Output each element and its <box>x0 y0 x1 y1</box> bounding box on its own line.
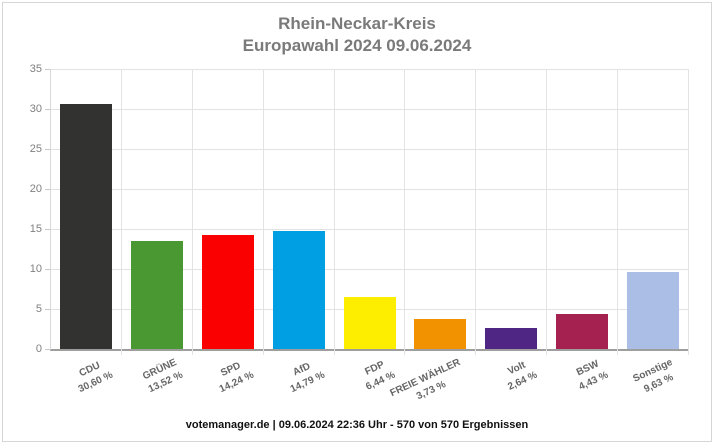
gridline-horizontal <box>51 148 688 150</box>
chart-title: Rhein-Neckar-Kreis <box>278 14 436 33</box>
x-category-label: GRÜNE 13,52 % <box>141 356 186 396</box>
y-axis-tick <box>45 309 50 310</box>
gridline-horizontal <box>51 188 688 190</box>
y-axis-tick <box>45 269 50 270</box>
x-category-label: Volt 2,64 % <box>500 356 540 394</box>
gridline-vertical <box>121 69 123 355</box>
y-tick-label: 20 <box>29 183 42 195</box>
x-category-label: Sonstige 9,63 % <box>631 356 681 398</box>
bar-sonstige <box>626 271 679 349</box>
bar-fdp <box>343 297 396 349</box>
y-tick-label: 30 <box>29 103 42 115</box>
y-tick-label: 35 <box>29 63 42 75</box>
gridline-vertical <box>545 69 547 355</box>
footer-caption: votemanager.de | 09.06.2024 22:36 Uhr - … <box>185 419 529 431</box>
gridline-vertical <box>616 69 618 355</box>
gridline-vertical <box>404 69 406 355</box>
bar-freie-w-hler <box>414 319 467 349</box>
chart-subtitle: Europawahl 2024 09.06.2024 <box>242 36 472 56</box>
gridline-vertical <box>333 69 335 355</box>
chart-header: Rhein-Neckar-Kreis Europawahl 2024 09.06… <box>0 13 714 58</box>
y-axis-tick <box>45 109 50 110</box>
gridline-horizontal <box>51 68 688 70</box>
plot-area <box>50 68 689 355</box>
gridline-vertical <box>687 69 689 355</box>
y-tick-label: 0 <box>35 343 42 355</box>
gridline-horizontal <box>51 228 688 230</box>
bar-bsw <box>555 313 608 349</box>
bar-afd <box>272 230 325 349</box>
y-axis-tick <box>45 69 50 70</box>
gridline-vertical <box>192 69 194 355</box>
y-tick-label: 15 <box>29 223 42 235</box>
bar-spd <box>201 235 254 349</box>
y-tick-label: 25 <box>29 143 42 155</box>
x-category-label: CDU 30,60 % <box>70 356 115 396</box>
y-axis-tick <box>45 149 50 150</box>
gridline-horizontal <box>51 268 688 270</box>
y-tick-label: 10 <box>29 263 42 275</box>
x-category-label: BSW 4,43 % <box>571 356 611 394</box>
bar-volt <box>485 327 538 349</box>
x-category-label: SPD 14,24 % <box>212 356 257 396</box>
bar-cdu <box>60 104 113 349</box>
gridline-horizontal <box>51 108 688 110</box>
y-axis-tick <box>45 349 50 350</box>
gridline-vertical <box>475 69 477 355</box>
x-category-label: AfD 14,79 % <box>282 356 327 396</box>
y-axis-tick <box>45 189 50 190</box>
y-axis-tick <box>45 229 50 230</box>
y-tick-label: 5 <box>35 303 42 315</box>
bar-gr-ne <box>131 240 184 349</box>
gridline-vertical <box>262 69 264 355</box>
x-category-label: FREIE WÄHLER 3,73 % <box>388 356 468 413</box>
